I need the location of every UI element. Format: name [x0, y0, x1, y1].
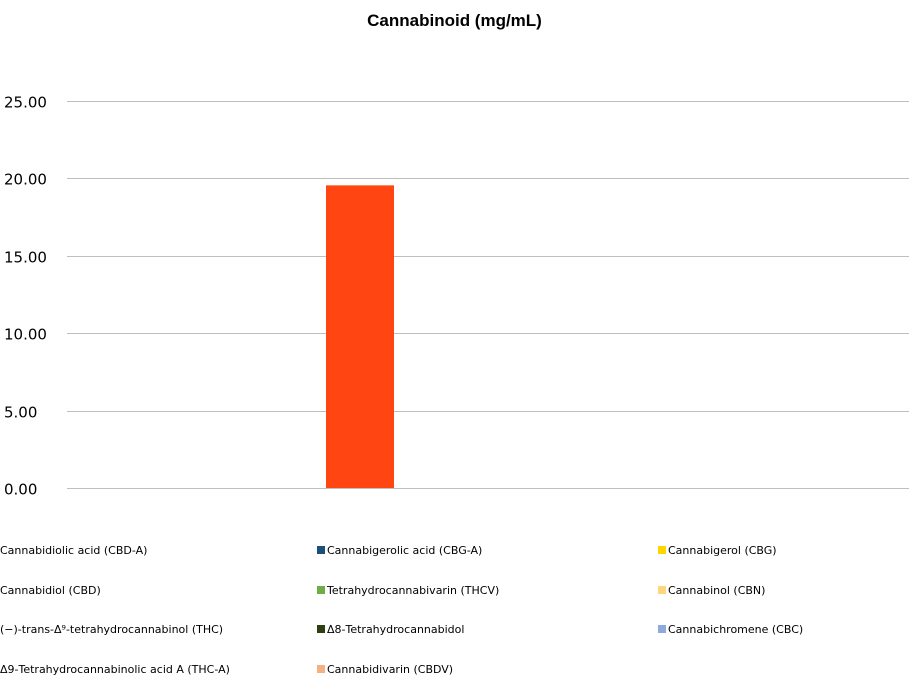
y-tick-label: 25.00: [4, 94, 47, 112]
legend-item: Cannabinol (CBN): [658, 584, 765, 598]
legend-label: Cannabidiolic acid (CBD-A): [0, 544, 148, 557]
y-tick-label: 20.00: [4, 171, 47, 189]
legend-label: Cannabidivarin (CBDV): [327, 663, 454, 676]
legend-label: Cannabinol (CBN): [668, 584, 766, 597]
legend-swatch: [658, 625, 666, 633]
legend-label: Cannabigerolic acid (CBG-A): [327, 544, 483, 557]
legend-swatch: [317, 665, 325, 673]
legend-item: Cannabigerolic acid (CBG-A): [317, 544, 482, 558]
legend-item: Δ9-Tetrahydrocannabinolic acid A (THC-A): [0, 663, 230, 677]
y-tick-label: 15.00: [4, 249, 47, 267]
legend-swatch: [658, 546, 666, 554]
legend-swatch: [658, 586, 666, 594]
legend-label: (−)-trans-Δ⁹-tetrahydrocannabinol (THC): [0, 623, 224, 636]
legend-swatch: [317, 546, 325, 554]
legend-label: Cannabichromene (CBC): [668, 623, 804, 636]
legend-label: Cannabigerol (CBG): [668, 544, 777, 557]
legend-item: Tetrahydrocannabivarin (THCV): [317, 584, 499, 598]
legend-label: Δ8-Tetrahydrocannabidol: [327, 623, 465, 636]
legend-label: Cannabidiol (CBD): [0, 584, 101, 597]
legend-item: Cannabidiol (CBD): [0, 584, 101, 598]
y-tick-label: 10.00: [4, 326, 47, 344]
legend-item: Cannabidiolic acid (CBD-A): [0, 544, 147, 558]
legend-item: Cannabigerol (CBG): [658, 544, 777, 558]
bar-2: [326, 185, 394, 488]
legend-swatch: [317, 586, 325, 594]
y-tick-label: 5.00: [4, 404, 37, 422]
legend-swatch: [317, 625, 325, 633]
legend-item: Cannabichromene (CBC): [658, 623, 803, 637]
legend-label: Tetrahydrocannabivarin (THCV): [327, 584, 500, 597]
legend-item: Cannabidivarin (CBDV): [317, 663, 453, 677]
chart-title: Cannabinoid (mg/mL): [367, 11, 542, 30]
legend-item: (−)-trans-Δ⁹-tetrahydrocannabinol (THC): [0, 623, 223, 637]
legend-item: Δ8-Tetrahydrocannabidol: [317, 623, 464, 637]
legend-label: Δ9-Tetrahydrocannabinolic acid A (THC-A): [0, 663, 230, 676]
y-tick-label: 0.00: [4, 481, 37, 499]
